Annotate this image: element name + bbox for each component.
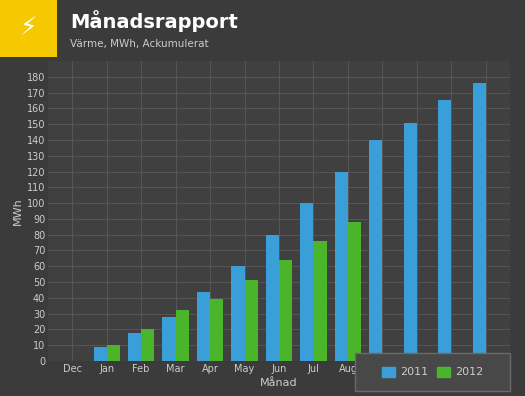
Y-axis label: MWh: MWh [13,197,23,225]
Bar [245,280,258,361]
Bar [473,83,486,361]
Bar [404,123,417,361]
Bar [279,260,292,361]
Bar [107,345,120,361]
Bar [162,317,175,361]
Bar [369,140,382,361]
Bar [210,299,223,361]
Bar [335,171,348,361]
X-axis label: Månad: Månad [260,378,298,388]
Bar [197,291,210,361]
Legend: 2011, 2012: 2011, 2012 [377,362,487,382]
Bar [141,329,154,361]
FancyBboxPatch shape [0,0,57,57]
Bar [313,241,327,361]
Bar [93,347,107,361]
Bar [232,266,245,361]
Bar [438,101,452,361]
Bar [175,310,188,361]
Bar [266,235,279,361]
FancyBboxPatch shape [355,353,510,391]
Bar [300,203,313,361]
Bar [128,333,141,361]
Bar [348,222,361,361]
Text: Månadsrapport: Månadsrapport [70,10,238,32]
Text: Värme, MWh, Ackumulerat: Värme, MWh, Ackumulerat [70,40,209,50]
Text: ⚡: ⚡ [20,17,37,40]
